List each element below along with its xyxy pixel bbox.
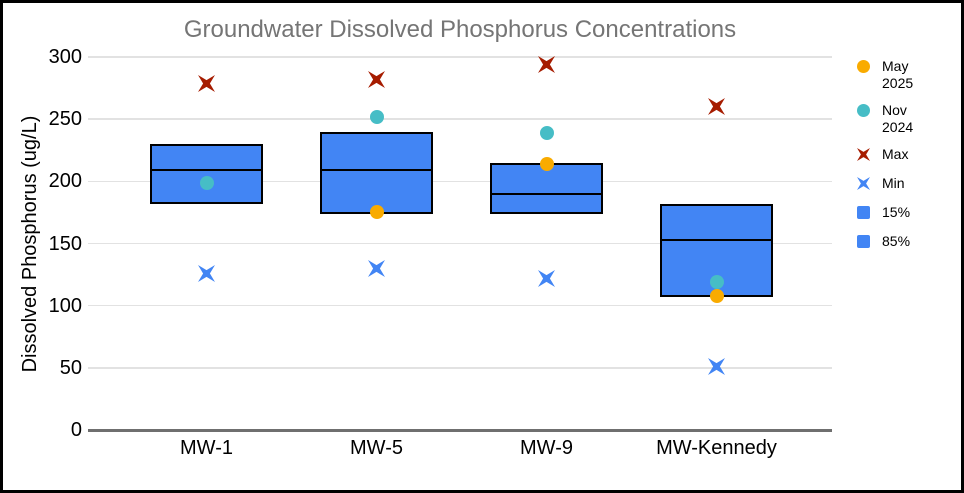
legend-label-p85: 85% [882,233,910,250]
legend-item-max: Max [857,146,908,163]
legend-label-max: Max [882,146,908,163]
x-tick-label-mw-1: MW-1 [117,436,297,460]
x-tick-label-mw-kennedy: MW-Kennedy [627,436,807,460]
min-x-icon [538,270,555,287]
legend-item-may-2025: May2025 [857,58,913,92]
legend-item-nov-2024: Nov2024 [857,102,913,136]
marker-nov-2024-mw-9 [540,126,554,140]
y-tick-label-50: 50 [18,356,82,380]
min-x-icon [198,265,215,282]
legend-label-p15: 15% [882,204,910,221]
box-mw-1 [150,144,263,204]
marker-max-mw-1 [198,75,215,92]
max-x-icon [368,71,385,88]
x-tick-label-mw-9: MW-9 [457,436,637,460]
legend-label-nov-2024: Nov2024 [882,102,913,136]
max-x-icon [198,75,215,92]
min-x-icon [857,177,870,190]
p85-legend-icon-wrap [857,233,873,250]
marker-may-2025-mw-kennedy [710,289,724,303]
min-x-icon [368,260,385,277]
p15-square-icon [857,206,870,219]
legend-item-p85: 85% [857,233,910,250]
y-tick-label-200: 200 [18,169,82,193]
x-axis-line [88,429,832,432]
y-tick-label-250: 250 [18,107,82,131]
y-tick-label-100: 100 [18,294,82,318]
may-2025-circle-icon [857,60,870,73]
marker-min-mw-9 [538,270,555,287]
y-tick-label-300: 300 [18,45,82,69]
max-x-icon [538,56,555,73]
box-divider-mw-5 [320,169,433,171]
min-x-icon [708,358,725,375]
box-divider-mw-kennedy [660,239,773,241]
max-x-icon [708,98,725,115]
y-tick-label-0: 0 [18,418,82,442]
y-tick-label-150: 150 [18,232,82,256]
legend-label-may-2025: May2025 [882,58,913,92]
box-mw-5 [320,132,433,214]
box-divider-mw-1 [150,169,263,171]
marker-may-2025-mw-5 [370,205,384,219]
marker-min-mw-5 [368,260,385,277]
max-x-icon [857,148,870,161]
nov-2024-legend-icon-wrap [857,102,873,119]
marker-nov-2024-mw-1 [200,176,214,190]
max-legend-icon-wrap [857,146,873,163]
marker-max-mw-9 [538,56,555,73]
min-legend-icon-wrap [857,175,873,192]
marker-nov-2024-mw-5 [370,110,384,124]
gridline-100 [88,305,832,307]
legend-item-p15: 15% [857,204,910,221]
legend-item-min: Min [857,175,905,192]
marker-max-mw-5 [368,71,385,88]
marker-nov-2024-mw-kennedy [710,275,724,289]
marker-min-mw-1 [198,265,215,282]
chart-container: Groundwater Dissolved Phosphorus Concent… [0,0,964,493]
x-tick-label-mw-5: MW-5 [287,436,467,460]
nov-2024-circle-icon [857,104,870,117]
marker-min-mw-kennedy [708,358,725,375]
plot-area: 0 50 100 150 200 250 300 MW-1MW-5MW-9MW-Kennedy [0,0,964,493]
may-2025-legend-icon-wrap [857,58,873,75]
gridline-250 [88,118,832,120]
legend-label-min: Min [882,175,905,192]
box-divider-mw-9 [490,193,603,195]
marker-max-mw-kennedy [708,98,725,115]
p15-legend-icon-wrap [857,204,873,221]
marker-may-2025-mw-9 [540,157,554,171]
p85-square-icon [857,235,870,248]
gridline-300 [88,56,832,58]
